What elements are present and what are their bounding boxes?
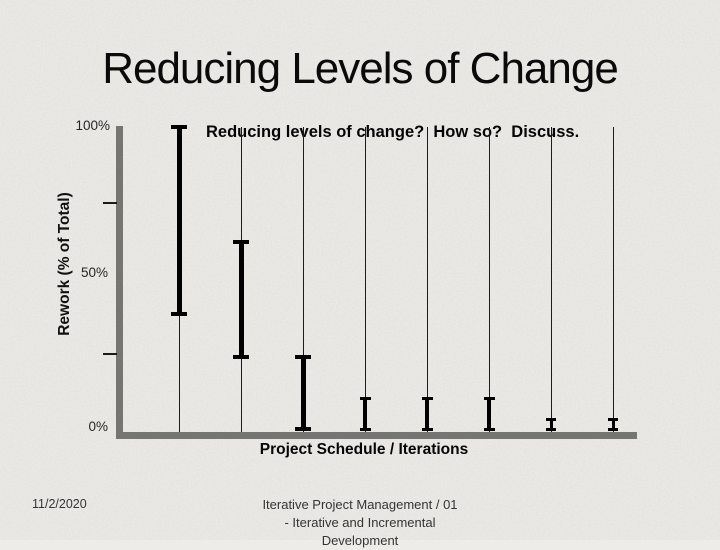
range-bar-bottom-cap [295,427,311,431]
range-bar-bottom-cap [360,428,371,431]
footer-line-1: Iterative Project Management / 01 [262,497,458,512]
x-axis-line [116,432,637,439]
chart-annotation: Reducing levels of change? How so? Discu… [206,123,580,141]
range-bar-top-cap [360,397,371,400]
range-bar-stem [487,399,491,429]
range-bar-stem [425,399,429,429]
y-axis-label: Rework (% of Total) [56,192,73,336]
y-tick-label-0: 0% [88,419,108,434]
range-bar-bottom-cap [422,428,433,431]
y-axis-line [116,126,123,439]
range-bar-stem [177,127,182,314]
footer-line-3: Development [321,533,399,548]
range-bar-top-cap [171,125,187,129]
range-bar-bottom-cap [171,312,187,316]
range-bar-top-cap [608,418,618,421]
range-bar-top-cap [546,418,556,421]
y-axis-minor-tick [103,353,117,355]
footer-line-2: - Iterative and Incremental [284,515,436,530]
chart-drop-line [427,127,428,432]
range-bar-top-cap [484,397,495,400]
range-bar-top-cap [233,240,249,244]
range-bar-bottom-cap [233,355,249,359]
range-bar-stem [363,399,367,429]
range-bar-stem [239,242,244,357]
chart-drop-line [489,127,490,432]
footer-date: 11/2/2020 [32,497,87,511]
chart-drop-line [551,127,552,432]
chart-drop-line [365,127,366,432]
footer-text: Iterative Project Management / 01 - Iter… [240,496,480,550]
range-bar-top-cap [422,397,433,400]
y-tick-label-100: 100% [75,118,110,133]
range-bar-top-cap [295,355,311,359]
range-bar-stem [301,357,306,429]
x-axis-label: Project Schedule / Iterations [259,441,469,458]
chart-drop-line [613,127,614,432]
range-bar-bottom-cap [484,428,495,431]
range-bar-bottom-cap [546,428,556,431]
y-axis-minor-tick [103,202,117,204]
range-bar-bottom-cap [608,428,618,431]
